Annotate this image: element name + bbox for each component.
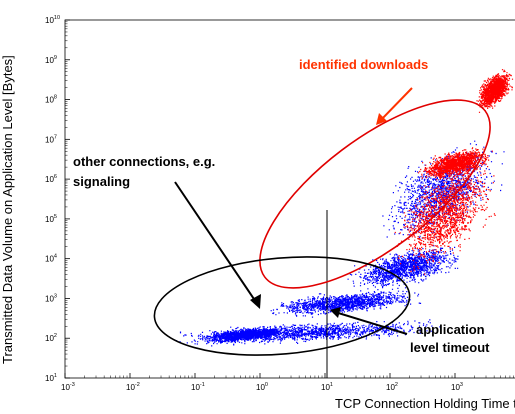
series-points	[394, 69, 514, 275]
y-tick-label: 107	[45, 134, 57, 144]
y-axis-label: Transmitted Data Volume on Application L…	[0, 55, 15, 364]
x-tick-label: 102	[386, 382, 398, 392]
y-tick-label: 103	[45, 293, 57, 303]
y-tick-label: 109	[45, 55, 57, 65]
x-tick-label: 101	[321, 382, 333, 392]
x-tick-label: 10-2	[126, 382, 140, 392]
plot-frame	[64, 19, 515, 379]
other-connections-ellipse	[153, 256, 411, 356]
x-tick-label: 10-3	[61, 382, 75, 392]
other-connections-label: other connections, e.g.	[73, 154, 215, 169]
plot-border	[64, 19, 515, 379]
downloads-ellipse	[259, 99, 491, 289]
timeout-arrow	[334, 311, 408, 335]
x-tick-label: 103	[451, 382, 463, 392]
downloads-arrowhead	[376, 113, 387, 125]
level-timeout-label: level timeout	[410, 340, 490, 355]
series-points	[175, 140, 505, 347]
y-axis-ticks: 101 102 103 104 105 106 107 108 109 1010	[45, 15, 70, 383]
identified-downloads-label: identified downloads	[299, 57, 428, 72]
application-label: application	[416, 322, 485, 337]
timeout-arrowhead	[330, 307, 341, 318]
y-tick-label: 105	[45, 214, 57, 224]
x-tick-label: 10-1	[191, 382, 205, 392]
x-axis-label: TCP Connection Holding Time t [sec]	[335, 396, 515, 411]
y-tick-label: 104	[45, 254, 57, 264]
data-points	[175, 69, 514, 347]
y-tick-label: 102	[45, 333, 57, 343]
other-connections-arrow	[174, 181, 259, 306]
y-tick-label: 101	[45, 373, 57, 383]
y-tick-label: 1010	[45, 15, 60, 25]
x-tick-label: 100	[256, 382, 268, 392]
y-tick-label: 108	[45, 95, 57, 105]
x-axis-ticks: 10-310-210-1100101102103104	[61, 373, 514, 392]
signaling-label: signaling	[73, 174, 130, 189]
other-connections-arrowhead	[250, 294, 261, 309]
downloads-arrow	[377, 87, 413, 124]
y-tick-label: 106	[45, 174, 57, 184]
